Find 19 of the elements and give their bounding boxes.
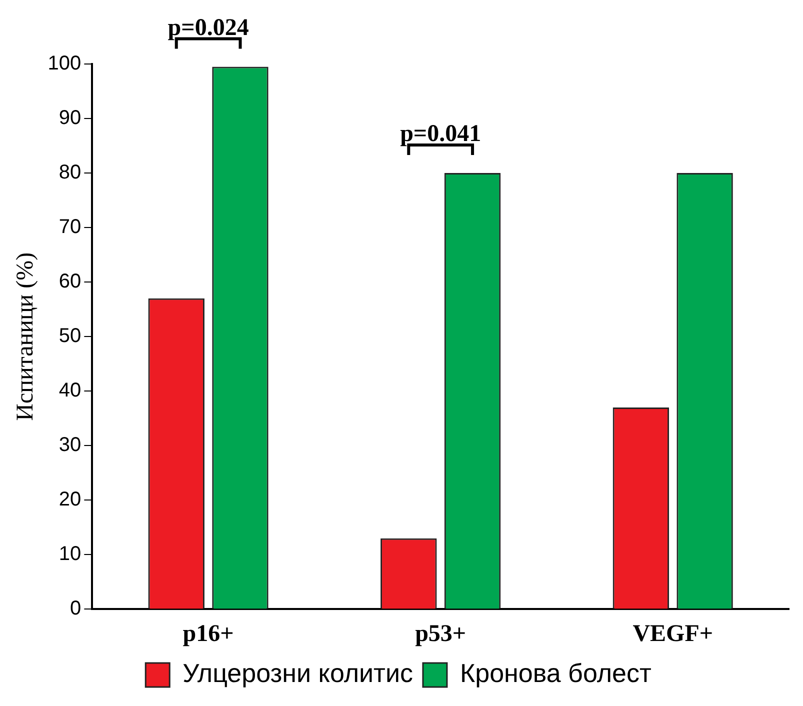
x-tick-label: VEGF+: [632, 620, 714, 647]
y-tick-label: 100: [48, 52, 82, 75]
y-tick-label: 10: [58, 543, 82, 566]
y-tick-label: 60: [58, 270, 82, 293]
y-tick-label: 40: [58, 380, 82, 402]
x-tick-label: p16+: [182, 620, 234, 647]
y-tick-label: 50: [58, 325, 82, 348]
y-tick-label: 80: [58, 162, 82, 184]
legend-label: Улцерозни колитис: [182, 658, 413, 688]
text: p=0.024: [168, 14, 249, 41]
y-tick-label: 20: [58, 488, 82, 511]
x-tick-label: p53+: [415, 620, 466, 647]
y-tick-label: 90: [58, 107, 82, 130]
y-tick-label: 0: [70, 598, 82, 620]
annotation: p=0.041: [400, 121, 482, 148]
y-tick-label: 70: [58, 216, 82, 238]
y-tick-label: 30: [58, 434, 82, 456]
legend-label: Кронова болест: [460, 658, 652, 688]
y-axis-title: Испитаници (%): [12, 252, 39, 421]
